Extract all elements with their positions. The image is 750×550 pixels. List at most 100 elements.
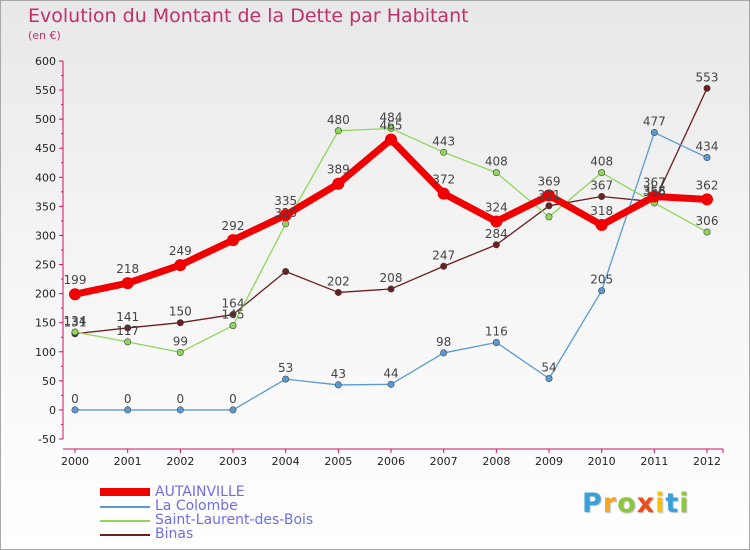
chart-title: Evolution du Montant de la Dette par Hab… xyxy=(28,5,469,27)
data-label: 369 xyxy=(538,174,561,188)
legend-item: Binas xyxy=(100,526,360,543)
y-tick-label: 150 xyxy=(35,317,56,330)
data-point xyxy=(595,218,608,231)
logo-letter: x xyxy=(636,488,656,519)
y-tick-label: 350 xyxy=(35,200,56,213)
data-label: 292 xyxy=(222,219,245,233)
chart-unit-label: (en €) xyxy=(28,29,61,42)
data-label: 249 xyxy=(169,244,192,258)
data-label: 164 xyxy=(222,297,245,311)
data-label: 408 xyxy=(590,155,613,169)
data-point xyxy=(703,154,711,162)
x-tick-label: 2001 xyxy=(114,455,142,468)
data-label: 54 xyxy=(541,361,556,375)
data-point xyxy=(174,259,187,272)
y-tick-label: 450 xyxy=(35,142,56,155)
data-label: 116 xyxy=(485,324,508,338)
data-point xyxy=(492,169,500,177)
data-point xyxy=(703,84,711,92)
x-tick-label: 2000 xyxy=(61,455,89,468)
x-tick-label: 2008 xyxy=(482,455,510,468)
data-label: 389 xyxy=(327,163,350,177)
data-label: 150 xyxy=(169,305,192,319)
x-tick-label: 2010 xyxy=(588,455,616,468)
data-label: 53 xyxy=(278,361,293,375)
data-point xyxy=(124,406,132,414)
proxiti-logo: Proxiti xyxy=(582,488,690,519)
data-label: 351 xyxy=(538,188,561,202)
data-point xyxy=(650,129,658,137)
data-label: 408 xyxy=(485,155,508,169)
data-label: 44 xyxy=(383,366,398,380)
data-point xyxy=(543,189,555,202)
data-label: 117 xyxy=(116,324,139,338)
data-point xyxy=(229,322,237,330)
data-point xyxy=(282,268,290,276)
x-tick-label: 2004 xyxy=(272,455,300,468)
data-point xyxy=(440,262,448,270)
data-point xyxy=(124,338,132,346)
data-label: 335 xyxy=(274,194,297,208)
y-tick-label: 50 xyxy=(42,375,56,388)
data-point xyxy=(492,338,500,346)
data-label: 0 xyxy=(229,392,237,406)
data-label: 205 xyxy=(590,273,613,287)
series-binas xyxy=(71,84,711,338)
data-point xyxy=(334,381,342,389)
data-point xyxy=(545,202,553,210)
legend-label: Saint-Laurent-des-Bois xyxy=(155,512,314,528)
data-point xyxy=(437,187,450,200)
data-point xyxy=(440,349,448,357)
data-label: 372 xyxy=(432,173,455,187)
x-tick-label: 2003 xyxy=(219,455,247,468)
x-tick-label: 2007 xyxy=(430,455,458,468)
y-tick-label: 100 xyxy=(35,346,56,359)
data-label: 0 xyxy=(177,392,185,406)
data-label: 99 xyxy=(173,334,188,348)
data-label: 218 xyxy=(116,262,139,276)
data-label: 362 xyxy=(696,178,719,192)
logo-letter: P xyxy=(582,488,603,519)
data-label: 131 xyxy=(64,316,87,330)
data-point xyxy=(121,277,134,290)
data-point xyxy=(648,190,661,203)
y-tick-label: -50 xyxy=(38,433,56,446)
data-label: 477 xyxy=(643,115,666,129)
data-label: 484 xyxy=(380,110,403,124)
data-point xyxy=(701,193,713,206)
series-autainville xyxy=(69,133,713,301)
logo-letter: o xyxy=(617,488,637,519)
data-label: 480 xyxy=(327,113,350,127)
data-point xyxy=(229,406,237,414)
data-label: 141 xyxy=(116,310,139,324)
series-la-colombe xyxy=(71,129,711,414)
data-point xyxy=(492,241,500,249)
data-point xyxy=(176,319,184,327)
data-point xyxy=(229,311,237,319)
data-label: 208 xyxy=(380,271,403,285)
logo-letter: i xyxy=(655,488,666,519)
legend-swatch xyxy=(100,488,150,496)
data-point xyxy=(387,380,395,388)
data-label: 434 xyxy=(696,140,719,154)
data-point xyxy=(69,288,81,301)
y-tick-label: 0 xyxy=(49,404,56,417)
data-point xyxy=(598,287,606,295)
data-label: 202 xyxy=(327,274,350,288)
y-tick-label: 300 xyxy=(35,229,56,242)
data-label: 443 xyxy=(432,134,455,148)
data-point xyxy=(334,288,342,296)
data-point xyxy=(490,215,503,228)
data-label: 0 xyxy=(71,392,79,406)
legend-label: AUTAINVILLE xyxy=(155,484,245,500)
data-point xyxy=(282,375,290,383)
data-label: 553 xyxy=(696,70,719,84)
y-tick-label: 200 xyxy=(35,288,56,301)
data-point xyxy=(387,285,395,293)
logo-letter: r xyxy=(602,488,618,519)
data-label: 367 xyxy=(590,178,613,192)
data-label: 284 xyxy=(485,227,508,241)
legend-swatch xyxy=(100,534,150,536)
